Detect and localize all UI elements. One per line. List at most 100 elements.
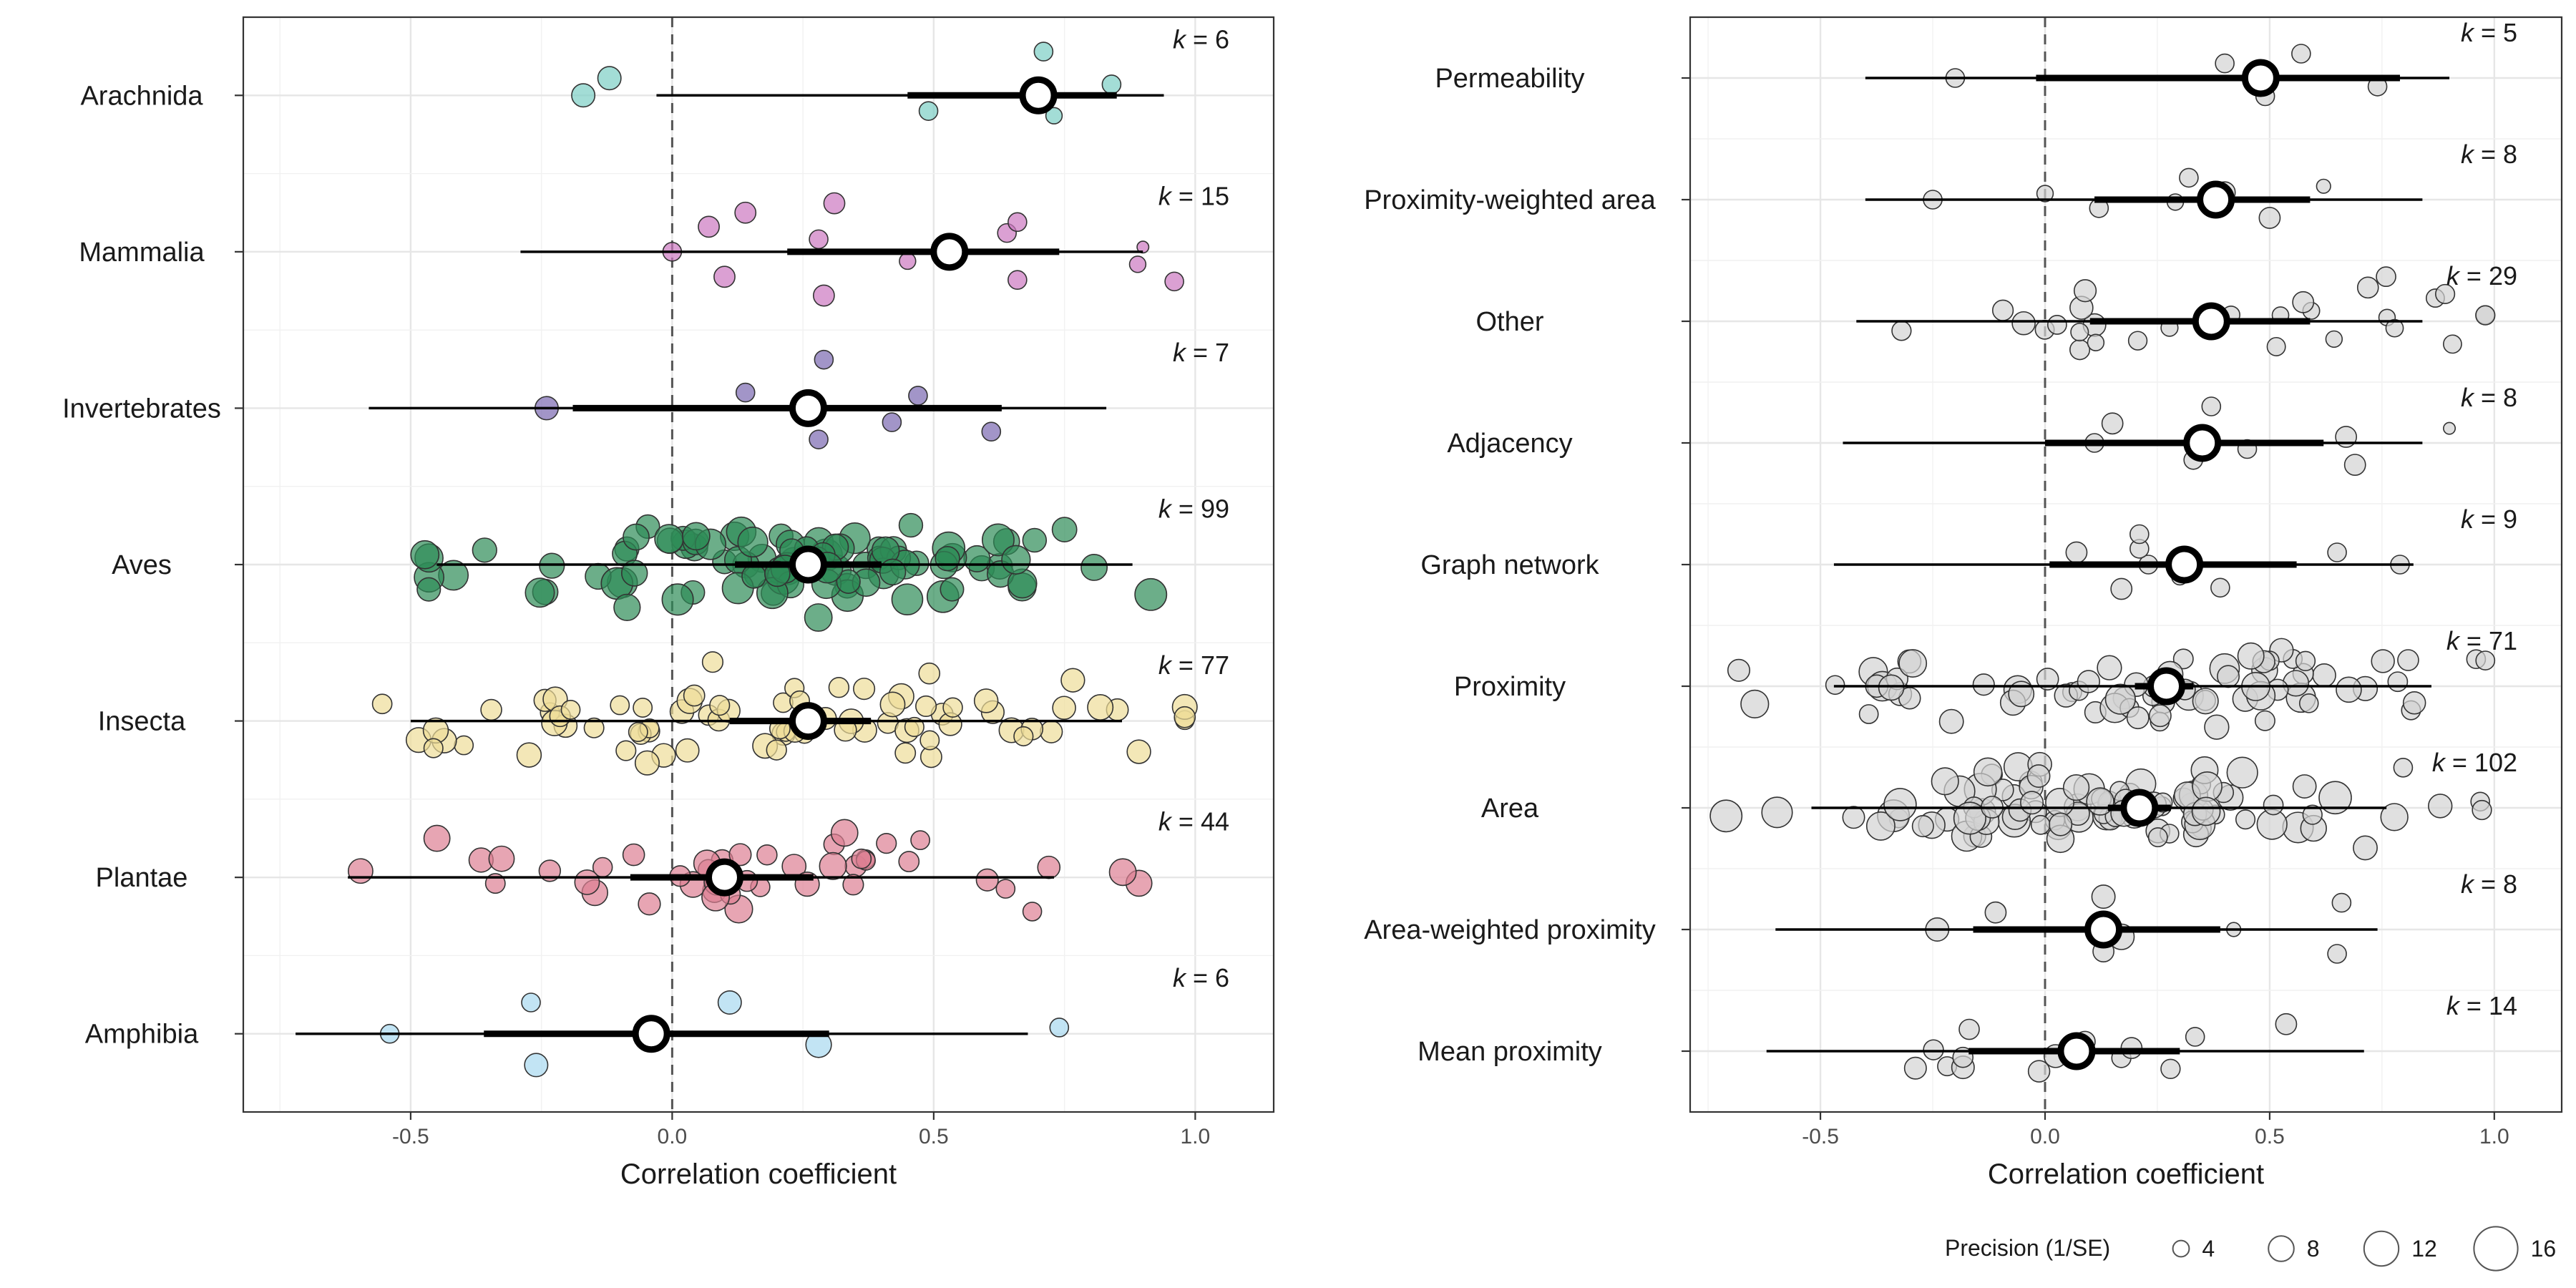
data-point — [2070, 323, 2089, 342]
data-point — [1174, 706, 1196, 728]
data-point — [2065, 541, 2088, 564]
data-point — [472, 537, 497, 563]
data-point — [2254, 710, 2275, 731]
data-point — [2008, 680, 2035, 708]
data-point — [2376, 266, 2396, 288]
category-label: Permeability — [1435, 64, 1584, 94]
data-point — [2226, 756, 2258, 789]
data-point — [2266, 336, 2286, 356]
data-point — [919, 730, 940, 751]
data-point — [1128, 255, 1147, 273]
data-point — [634, 750, 660, 776]
k-value: = 15 — [1171, 181, 1229, 210]
k-value: = 8 — [2474, 383, 2517, 412]
data-point — [1740, 689, 1770, 718]
data-point — [2217, 665, 2240, 688]
data-point — [623, 523, 650, 551]
data-point — [683, 684, 706, 707]
category-label: Graph network — [1420, 550, 1599, 580]
data-point — [2237, 642, 2265, 670]
data-point — [682, 522, 711, 551]
pooled-estimate-marker — [705, 858, 743, 897]
data-point — [2353, 835, 2378, 861]
category-label: Mean proximity — [1418, 1037, 1602, 1067]
data-point — [2356, 276, 2379, 299]
data-point — [709, 695, 731, 716]
k-count-label: k = 99 — [1158, 494, 1229, 523]
data-point — [836, 569, 861, 594]
legend-size-label: 16 — [2531, 1236, 2557, 1262]
legend-size-label: 4 — [2202, 1236, 2215, 1262]
k-symbol: k — [1158, 494, 1173, 523]
data-point — [622, 843, 645, 867]
data-point — [1709, 799, 1743, 833]
data-point — [2126, 706, 2150, 730]
data-point — [981, 523, 1015, 557]
data-point — [2235, 809, 2256, 830]
k-count-label: k = 77 — [1158, 650, 1229, 680]
data-point — [2011, 311, 2036, 336]
data-point — [638, 892, 661, 916]
category-label: Proximity-weighted area — [1364, 185, 1656, 215]
k-count-label: k = 8 — [2461, 869, 2517, 899]
data-point — [2327, 944, 2347, 964]
data-point — [525, 577, 555, 608]
data-point — [2210, 577, 2230, 598]
data-point — [935, 545, 960, 572]
data-point — [1911, 815, 1934, 838]
k-count-label: k = 71 — [2446, 626, 2517, 655]
data-point — [1898, 649, 1928, 678]
data-point — [574, 869, 600, 895]
legend-size-label: 12 — [2411, 1236, 2437, 1262]
k-count-label: k = 102 — [2432, 748, 2517, 777]
data-point — [2077, 670, 2101, 693]
data-point — [809, 429, 829, 449]
k-count-label: k = 9 — [2461, 504, 2517, 534]
k-value: = 5 — [2474, 18, 2517, 47]
data-point — [1761, 796, 1793, 829]
category-label: Arachnida — [80, 81, 203, 111]
data-point — [2110, 577, 2133, 600]
pooled-estimate-marker — [2165, 545, 2204, 584]
k-symbol: k — [2461, 869, 2475, 899]
data-point — [698, 215, 720, 238]
data-point — [1164, 271, 1184, 292]
data-point — [842, 874, 864, 896]
category-label: Adjacency — [1447, 429, 1572, 459]
x-tick-label: 1.0 — [2479, 1125, 2509, 1148]
data-point — [423, 738, 444, 758]
data-point — [2097, 655, 2122, 680]
data-point — [633, 698, 653, 718]
data-point — [1108, 858, 1137, 887]
k-symbol: k — [2446, 991, 2461, 1020]
data-point — [2331, 892, 2352, 913]
data-point — [347, 858, 374, 884]
k-symbol: k — [2432, 748, 2446, 777]
category-label: Amphibia — [85, 1020, 199, 1050]
data-point — [918, 101, 939, 121]
data-point — [2475, 650, 2496, 670]
data-point — [615, 740, 637, 761]
pooled-estimate-marker — [632, 1015, 670, 1053]
data-point — [915, 695, 937, 717]
data-point — [898, 512, 924, 538]
x-tick-label: -0.5 — [392, 1125, 429, 1148]
data-point — [583, 717, 605, 738]
data-point — [488, 845, 515, 872]
category-label: Aves — [112, 550, 172, 580]
k-value: = 14 — [2459, 991, 2517, 1020]
data-point — [766, 739, 787, 761]
k-symbol: k — [2461, 383, 2475, 412]
data-point — [814, 349, 834, 370]
pooled-estimate-marker — [789, 389, 827, 427]
legend-size-key — [2268, 1235, 2295, 1262]
left-panel: k = 6 Arachnida k = 15 Mammalia k = 7 Inverte… — [62, 16, 1275, 1190]
data-point — [1938, 708, 1964, 734]
data-point — [1865, 811, 1896, 841]
pooled-estimate-marker — [789, 702, 827, 741]
x-tick-label: 0.5 — [919, 1125, 949, 1148]
data-point — [828, 677, 850, 698]
data-point — [812, 284, 835, 307]
data-point — [2201, 396, 2222, 416]
